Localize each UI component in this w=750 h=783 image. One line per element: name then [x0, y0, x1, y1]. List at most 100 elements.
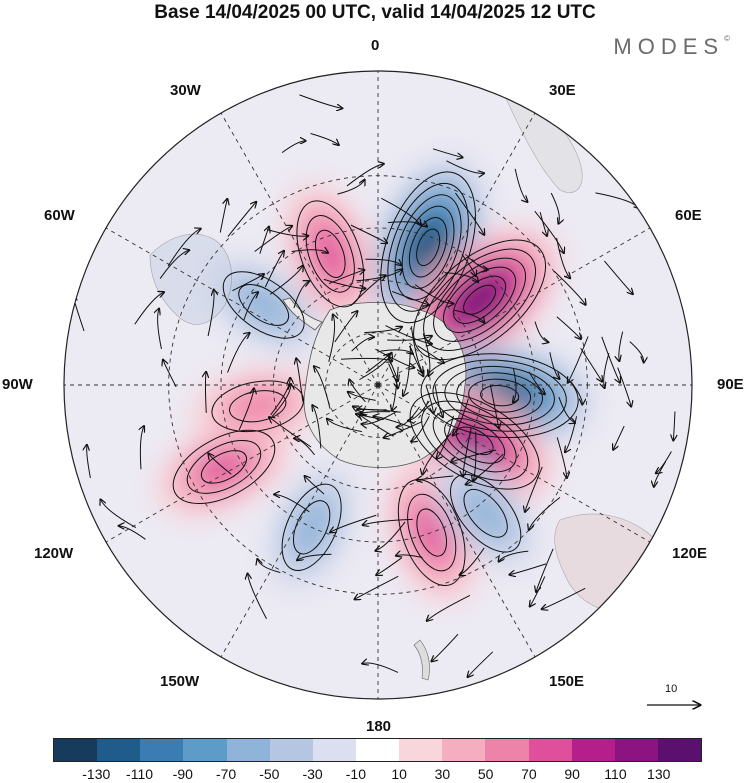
streamline-arrow [387, 336, 432, 340]
contour-line [401, 205, 455, 289]
streamline-arrow [327, 419, 362, 433]
streamline-arrow [388, 357, 398, 381]
streamline-arrow [269, 417, 312, 448]
lon-label-60w: 60W [44, 207, 75, 224]
streamline-arrow [410, 327, 422, 373]
streamline-arrow [427, 595, 471, 620]
colorbar-tick-label: 90 [564, 766, 580, 782]
streamline-arrow [417, 345, 444, 363]
streamline-arrow [565, 416, 578, 452]
streamline-arrow [451, 449, 497, 462]
streamline-arrow [294, 438, 315, 456]
colorbar-cell [571, 739, 615, 761]
streamline-arrow [384, 421, 423, 438]
streamline-arrow [271, 384, 291, 417]
streamline-arrow [568, 336, 589, 383]
streamline-arrow [359, 353, 391, 381]
streamline-arrow [467, 651, 494, 677]
streamline-arrow [219, 199, 227, 233]
streamline-arrow [328, 315, 335, 363]
streamline-arrow [257, 559, 281, 573]
colorbar-ticks: -130 -110 -90 -70 -50 -30 -10 10 30 50 70 90 110 130 [53, 766, 702, 783]
colorbar-tick-label: 10 [391, 766, 407, 782]
streamline-arrow [392, 366, 399, 411]
streamline-arrow [357, 409, 401, 412]
colorbar-cell [97, 739, 141, 761]
streamline-arrow [414, 284, 453, 304]
colorbar-cell [269, 739, 313, 761]
streamline-arrow [542, 587, 586, 609]
colorbar-cell [442, 739, 486, 761]
lon-label-30w: 30W [170, 82, 201, 99]
contour-line [397, 479, 466, 587]
streamline-arrow [297, 553, 332, 560]
streamline-arrow [434, 385, 443, 417]
contour-line [433, 257, 527, 342]
contour-line [172, 429, 276, 504]
streamline-arrow [385, 325, 431, 344]
lon-label-150w: 150W [160, 673, 200, 690]
streamline-arrow [411, 416, 430, 441]
streamline-arrow [351, 337, 374, 352]
streamline-arrow [499, 550, 529, 561]
streamline-arrow [296, 358, 304, 402]
streamline-arrow [362, 663, 399, 673]
streamline-arrow [87, 445, 91, 479]
lon-label-120w: 120W [34, 545, 74, 562]
streamline-arrow [314, 366, 331, 409]
streamline-arrow [356, 414, 384, 421]
streamline-arrow [530, 576, 546, 606]
contour-lines [172, 171, 579, 587]
streamline-arrow [291, 250, 328, 253]
streamline-arrow [549, 352, 560, 379]
streamline-arrow [238, 388, 254, 431]
colorbar-cell [485, 739, 529, 761]
streamline-arrow [354, 575, 399, 599]
streamline-arrow [312, 405, 322, 449]
streamline-arrow [348, 392, 376, 401]
streamline-arrow [163, 360, 177, 388]
colorbar-tick-label: 130 [647, 766, 671, 782]
anomaly-blob [462, 284, 497, 316]
streamline-arrow [604, 353, 610, 388]
streamline-arrow [270, 378, 291, 416]
streamline-arrow [387, 222, 427, 227]
contour-line [281, 483, 342, 572]
streamline-arrow [167, 229, 201, 267]
colorbar-cell [614, 739, 658, 761]
logo-copyright: © [724, 34, 730, 43]
streamline-arrow [374, 416, 412, 428]
streamline-arrow [346, 164, 384, 187]
colorbar-tick-label: -30 [302, 766, 323, 782]
streamline-arrow [534, 321, 548, 343]
lon-label-90w: 90W [2, 376, 33, 393]
streamline-arrow [380, 350, 412, 354]
contour-line [292, 500, 331, 555]
streamline-arrow [350, 224, 387, 243]
streamline-arrow [266, 229, 308, 237]
streamline-arrow [323, 278, 366, 288]
streamline-arrow [489, 384, 499, 429]
streamline-arrow [269, 266, 303, 295]
streamline-arrow [350, 275, 386, 307]
contour-line [413, 239, 547, 361]
lon-label-0: 0 [371, 37, 380, 54]
streamline-arrow [334, 311, 358, 343]
streamline-arrow [293, 281, 309, 309]
streamline-arrow [254, 226, 292, 252]
streamline-arrow [337, 180, 364, 195]
streamline-arrow [534, 210, 564, 253]
streamline-arrow [617, 367, 631, 407]
streamline-arrow [365, 259, 401, 265]
streamline-arrow [558, 396, 575, 423]
streamline-arrow [159, 250, 189, 279]
contour-line [416, 508, 448, 557]
streamline-arrow [101, 499, 137, 528]
colorbar-tick-label: -90 [172, 766, 193, 782]
lon-label-120e: 120E [672, 545, 708, 562]
streamline-arrow [436, 415, 454, 459]
streamline-arrow [556, 316, 581, 339]
streamline-arrow [473, 431, 476, 482]
streamline-arrow [227, 202, 256, 237]
